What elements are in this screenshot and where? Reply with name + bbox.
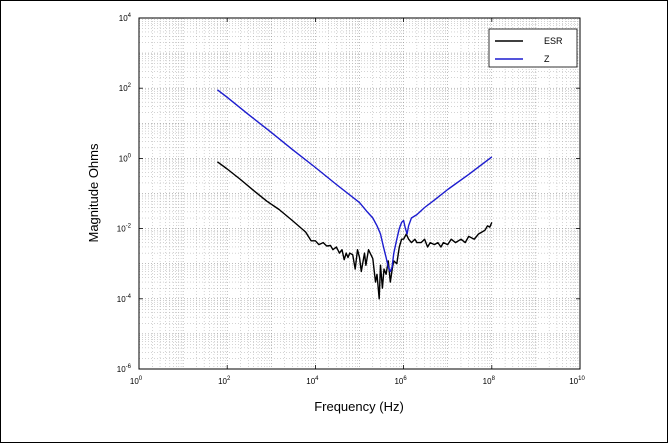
y-tick-label: 10-6 bbox=[117, 364, 132, 374]
y-tick-exponent: 0 bbox=[128, 153, 132, 159]
y-tick-labels: 10-6 10-4 10-2 100 102 104 bbox=[117, 13, 132, 374]
x-tick-exponent: 8 bbox=[492, 376, 496, 382]
x-tick-exponent: 10 bbox=[578, 376, 585, 382]
legend-label-esr: ESR bbox=[544, 36, 563, 46]
y-tick-exponent: 2 bbox=[128, 83, 132, 89]
x-tick-label: 1010 bbox=[569, 376, 585, 386]
y-tick-label: 104 bbox=[119, 13, 132, 23]
x-axis-label: Frequency (Hz) bbox=[314, 399, 404, 414]
legend: ESR Z bbox=[488, 28, 578, 68]
x-tick-labels: 100 102 104 106 108 1010 bbox=[130, 376, 586, 386]
y-tick-exponent: 4 bbox=[128, 13, 132, 19]
x-tick-label: 100 bbox=[130, 376, 143, 386]
y-tick-exponent: -2 bbox=[126, 224, 132, 230]
legend-box bbox=[488, 28, 578, 68]
series-line-z bbox=[216, 89, 493, 273]
x-tick-exponent: 4 bbox=[315, 376, 319, 382]
x-tick-label: 104 bbox=[306, 376, 319, 386]
x-tick-exponent: 0 bbox=[139, 376, 143, 382]
y-axis-label: Magnitude Ohms bbox=[86, 143, 101, 242]
plot-area-border bbox=[138, 17, 581, 370]
x-tick-label: 108 bbox=[483, 376, 496, 386]
series-layer bbox=[216, 89, 493, 300]
axis-ticks bbox=[138, 17, 581, 370]
series-line-esr bbox=[216, 161, 493, 300]
y-tick-label: 10-4 bbox=[117, 294, 132, 304]
x-tick-label: 102 bbox=[218, 376, 231, 386]
x-tick-exponent: 6 bbox=[403, 376, 407, 382]
y-tick-label: 10-2 bbox=[117, 224, 132, 234]
x-tick-exponent: 2 bbox=[227, 376, 231, 382]
y-tick-exponent: -4 bbox=[126, 294, 132, 300]
plot-area-background bbox=[139, 18, 580, 369]
legend-label-z: Z bbox=[544, 54, 550, 64]
y-tick-label: 100 bbox=[119, 153, 132, 163]
y-tick-exponent: -6 bbox=[126, 364, 132, 370]
y-tick-label: 102 bbox=[119, 83, 132, 93]
x-tick-label: 106 bbox=[394, 376, 407, 386]
